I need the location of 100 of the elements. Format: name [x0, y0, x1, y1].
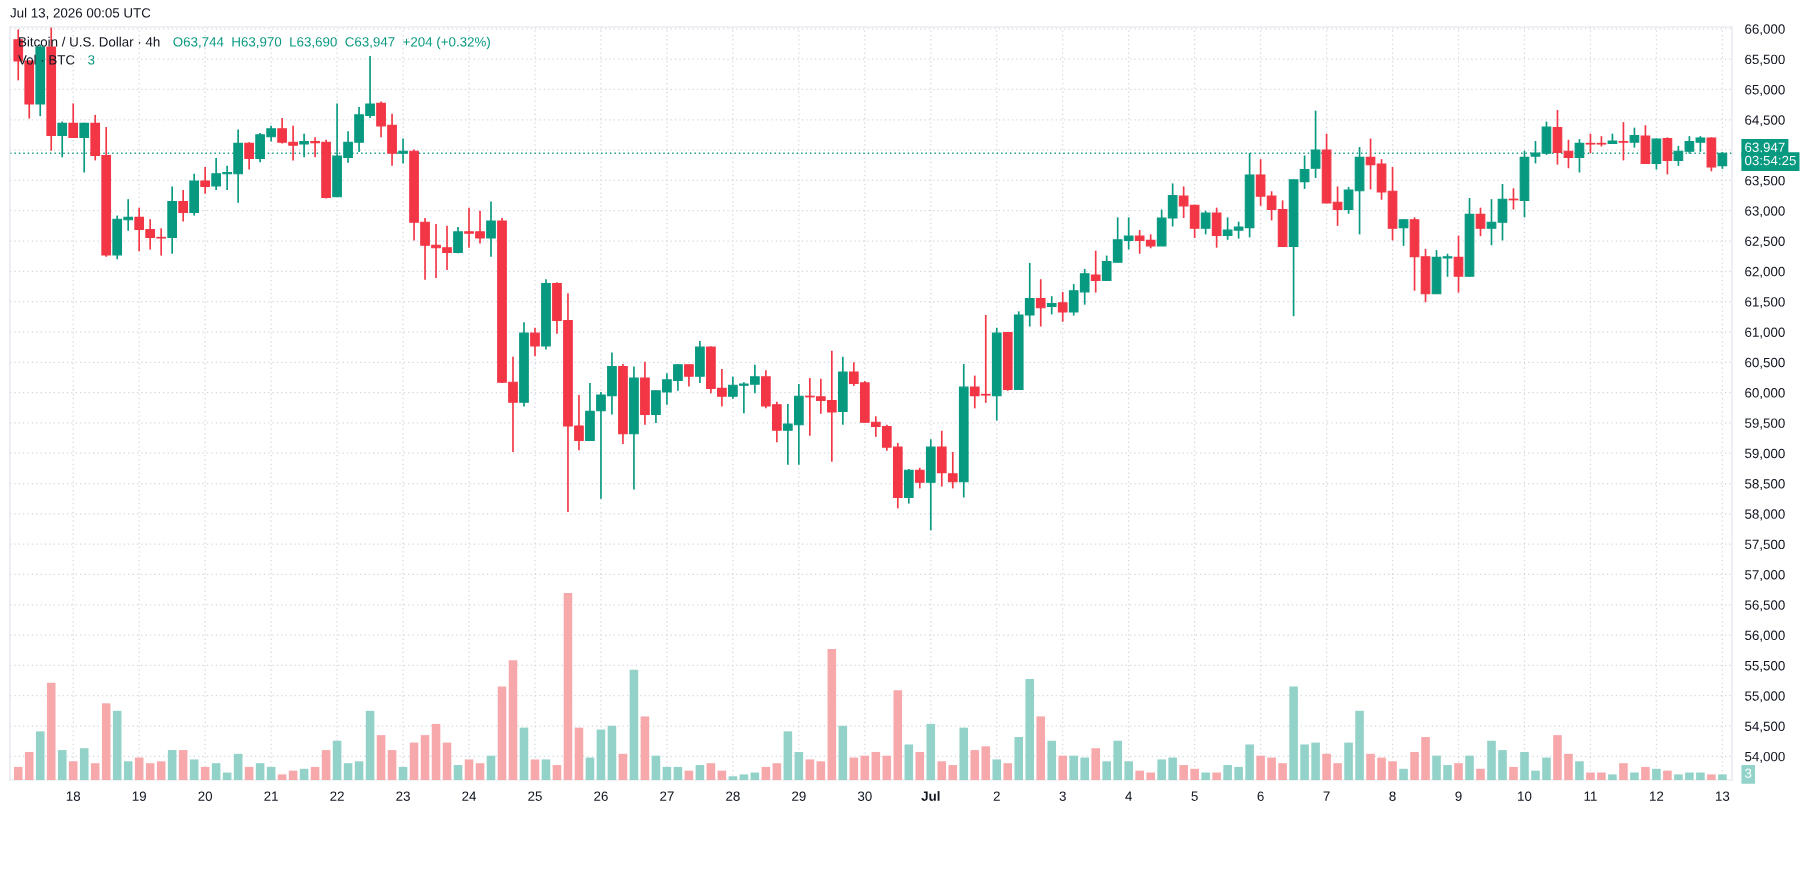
bar: [1410, 751, 1419, 780]
bar: [618, 753, 628, 780]
bar: [244, 766, 254, 780]
bar: [1399, 768, 1408, 780]
y-tick-label: 62,500: [1745, 236, 1785, 248]
bar: [1707, 774, 1716, 780]
bar: [849, 757, 859, 780]
bar: [1432, 755, 1441, 780]
candlestick: [1662, 136, 1673, 176]
candlestick: [1211, 206, 1222, 249]
bar: [1586, 772, 1595, 780]
candlestick: [1200, 209, 1211, 236]
text: O63,744 H63,970 L63,690 C63,947 +204 (+0.32%): [173, 36, 490, 50]
bar: [805, 759, 815, 780]
candlestick: [1475, 206, 1486, 238]
bar: [563, 593, 573, 780]
bar: [728, 776, 738, 780]
bar: [1476, 768, 1485, 780]
bar: [1091, 748, 1100, 780]
bar: [123, 761, 133, 780]
bar: [1135, 770, 1144, 780]
bar: [651, 755, 661, 780]
bar: [1168, 757, 1177, 780]
x-tick-label: 7: [1323, 791, 1330, 801]
bar: [1058, 755, 1067, 780]
candlestick: [914, 466, 925, 490]
bar: [706, 763, 716, 780]
x-tick-label: 5: [1191, 791, 1198, 801]
bar: [1366, 753, 1375, 780]
bar: [1652, 768, 1661, 780]
bar: [552, 765, 562, 780]
bar: [1047, 740, 1057, 780]
bar: [167, 750, 177, 780]
bar: [574, 727, 584, 780]
bar: [453, 765, 463, 780]
candlestick: [1618, 121, 1629, 162]
x-tick-label: 9: [1455, 791, 1462, 801]
bar: [1344, 742, 1353, 780]
bar: [376, 735, 386, 780]
bar: [585, 757, 595, 780]
bar: [937, 761, 947, 780]
x-tick-label: 18: [66, 791, 81, 801]
bar: [1388, 761, 1397, 780]
bar: [1146, 772, 1155, 780]
x-tick-label: 24: [462, 791, 477, 801]
bar: [629, 669, 639, 780]
bar: [1443, 765, 1452, 780]
bar: [695, 765, 705, 780]
bar: [871, 751, 881, 780]
bar: [684, 770, 694, 780]
bar: [101, 703, 111, 780]
bar: [1509, 766, 1518, 780]
bar: [46, 682, 56, 780]
y-tick-label: 59,000: [1745, 448, 1785, 460]
x-tick-label: Jul: [921, 791, 940, 801]
y-tick-label: 58,000: [1745, 509, 1785, 521]
bar: [156, 761, 166, 780]
candlestick: [1398, 218, 1409, 247]
candlestick: [1629, 126, 1640, 149]
y-tick-label: 61,500: [1745, 297, 1785, 309]
bar: [486, 755, 496, 780]
bar: [398, 766, 408, 780]
bar: [497, 686, 507, 780]
candlestick: [244, 141, 254, 171]
candlestick: [1365, 137, 1376, 191]
x-tick-label: 19: [132, 791, 146, 801]
bar: [1608, 774, 1617, 780]
bar: [794, 751, 804, 780]
candlestick: [299, 132, 309, 159]
bar: [134, 757, 144, 780]
bar: [1619, 763, 1628, 780]
bar: [662, 766, 672, 780]
bar: [1454, 763, 1463, 780]
y-tick-label: 56,500: [1745, 600, 1785, 612]
y-tick-label: 63,500: [1745, 175, 1785, 187]
bar: [607, 725, 617, 780]
bar: [1696, 772, 1705, 780]
y-tick-label: 64,500: [1745, 115, 1785, 127]
bar: [211, 763, 221, 780]
candlestick: [68, 102, 79, 139]
y-tick-label: 57,000: [1745, 569, 1785, 582]
ref-line-label: 63,947: [1745, 142, 1785, 154]
candlestick: [1442, 252, 1453, 278]
bar: [1465, 755, 1474, 780]
x-tick-label: 8: [1389, 791, 1396, 801]
bar: [1234, 766, 1243, 780]
bar: [827, 649, 837, 780]
bar: [35, 731, 45, 780]
bar: [1542, 757, 1551, 780]
bar: [1498, 750, 1507, 780]
bar: [200, 766, 210, 780]
bar: [1597, 772, 1606, 780]
x-tick-label: 13: [1715, 791, 1730, 801]
text: 03:54:25: [1745, 155, 1796, 166]
bar: [1630, 772, 1639, 780]
bar: [79, 748, 89, 780]
bar: [970, 750, 980, 780]
bar: [354, 761, 364, 780]
x-tick-label: 23: [396, 791, 410, 801]
bar: [1531, 770, 1540, 780]
